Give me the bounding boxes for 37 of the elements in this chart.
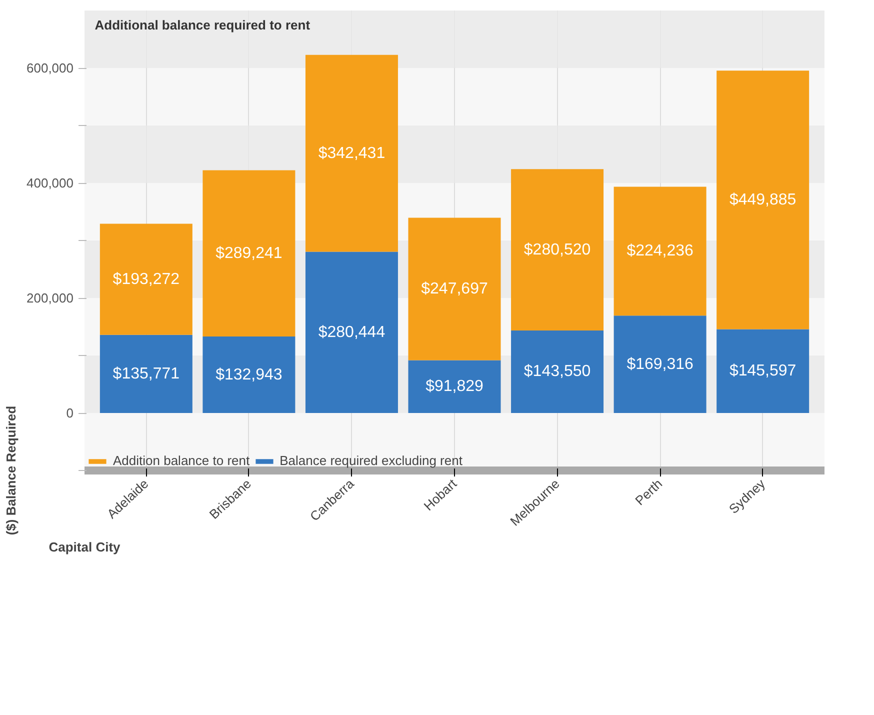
data-label: $143,550 [524, 363, 591, 380]
data-label: $193,272 [112, 270, 180, 288]
y-axis-title: ($) Balance Required [4, 406, 19, 536]
y-tick-label: 600,000 [26, 60, 74, 76]
data-label: $135,771 [112, 365, 180, 382]
bar [614, 186, 706, 316]
data-label: $449,885 [729, 191, 796, 208]
text: Additional balance required to rent [94, 18, 311, 32]
data-label: $224,236 [626, 242, 694, 260]
y-tick-label: 0 [66, 406, 74, 420]
data-label: $280,444 [318, 324, 386, 341]
y-tick-label: 200,000 [26, 290, 74, 306]
data-label: $169,316 [626, 356, 694, 373]
data-label: $280,520 [524, 241, 591, 258]
bar [100, 334, 192, 413]
x-axis-title: Capital City [48, 539, 122, 554]
bar [408, 360, 501, 413]
bar [100, 224, 192, 335]
bar [202, 170, 296, 337]
bar [305, 54, 398, 252]
data-label: $91,829 [426, 378, 484, 396]
bar [614, 316, 706, 413]
bar [511, 330, 604, 413]
bar [305, 252, 398, 413]
data-label: $145,597 [729, 362, 796, 380]
data-label: $289,241 [216, 244, 282, 262]
y-tick-label: 400,000 [26, 176, 74, 190]
data-label: $342,431 [318, 144, 386, 162]
data-label: $247,697 [421, 280, 488, 298]
legend-label: Addition balance to rent [113, 453, 250, 468]
data-label: $132,943 [216, 366, 282, 384]
bar [511, 169, 604, 330]
legend-label: Balance required excluding rent [280, 453, 462, 468]
bar [202, 336, 296, 413]
bar [716, 329, 810, 413]
bar [716, 70, 810, 330]
bar [408, 218, 501, 360]
